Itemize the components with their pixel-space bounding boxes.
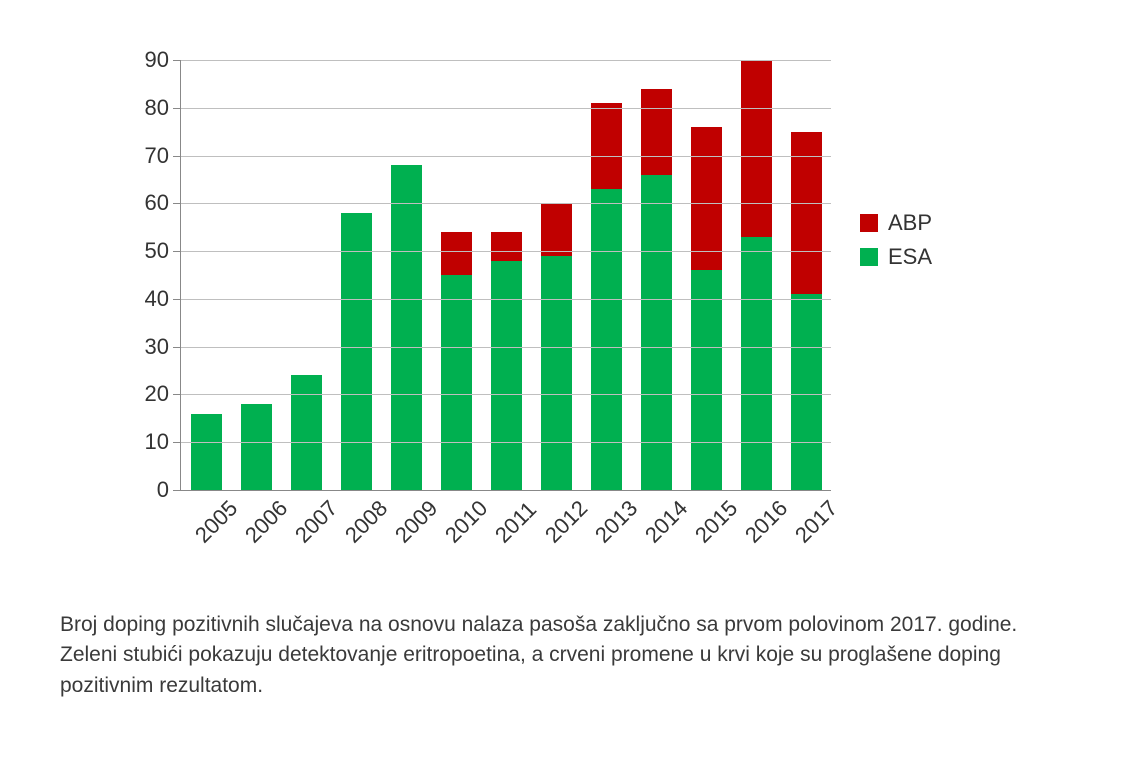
legend-swatch (860, 214, 878, 232)
bar-seg-abp (491, 232, 522, 261)
bar-seg-esa (341, 213, 372, 490)
x-axis-label: 2015 (690, 495, 743, 548)
y-axis-label: 60 (145, 190, 169, 216)
bar-seg-abp (541, 203, 572, 256)
x-axis-label: 2008 (340, 495, 393, 548)
bar-seg-esa (741, 237, 772, 490)
legend-item-esa: ESA (860, 244, 932, 270)
page: 0102030405060708090200520062007200820092… (0, 0, 1144, 768)
y-tick (173, 60, 181, 61)
grid-line (181, 251, 831, 252)
legend-item-abp: ABP (860, 210, 932, 236)
grid-line (181, 442, 831, 443)
y-tick (173, 108, 181, 109)
bar-2006 (241, 60, 272, 490)
x-axis-label: 2017 (790, 495, 843, 548)
plot-area: 0102030405060708090200520062007200820092… (180, 60, 831, 491)
bar-seg-abp (741, 60, 772, 237)
grid-line (181, 347, 831, 348)
grid-line (181, 156, 831, 157)
y-axis-label: 40 (145, 286, 169, 312)
y-axis-label: 30 (145, 334, 169, 360)
y-axis-label: 10 (145, 429, 169, 455)
y-axis-label: 50 (145, 238, 169, 264)
bar-2013 (591, 60, 622, 490)
x-axis-label: 2010 (440, 495, 493, 548)
y-axis-label: 70 (145, 143, 169, 169)
bar-seg-esa (291, 375, 322, 490)
bar-seg-abp (591, 103, 622, 189)
bar-seg-esa (191, 414, 222, 490)
bar-2008 (341, 60, 372, 490)
y-tick (173, 251, 181, 252)
doping-cases-chart: 0102030405060708090200520062007200820092… (100, 40, 1000, 580)
y-tick (173, 394, 181, 395)
bar-2009 (391, 60, 422, 490)
bar-seg-esa (241, 404, 272, 490)
grid-line (181, 203, 831, 204)
y-tick (173, 442, 181, 443)
grid-line (181, 108, 831, 109)
bar-2014 (641, 60, 672, 490)
y-axis-label: 0 (157, 477, 169, 503)
y-tick (173, 490, 181, 491)
legend: ABP ESA (860, 210, 932, 278)
bar-2017 (791, 60, 822, 490)
x-axis-label: 2012 (540, 495, 593, 548)
y-tick (173, 203, 181, 204)
y-tick (173, 156, 181, 157)
y-axis-label: 80 (145, 95, 169, 121)
x-axis-label: 2006 (240, 495, 293, 548)
bar-2010 (441, 60, 472, 490)
x-axis-label: 2016 (740, 495, 793, 548)
bar-2011 (491, 60, 522, 490)
bar-seg-esa (541, 256, 572, 490)
x-axis-label: 2011 (490, 497, 542, 549)
grid-line (181, 394, 831, 395)
bar-2005 (191, 60, 222, 490)
legend-swatch (860, 248, 878, 266)
bar-seg-esa (791, 294, 822, 490)
bars-container (181, 60, 831, 490)
y-axis-label: 90 (145, 47, 169, 73)
bar-seg-esa (691, 270, 722, 490)
bar-seg-abp (691, 127, 722, 270)
grid-line (181, 60, 831, 61)
legend-label: ABP (888, 210, 932, 236)
bar-seg-esa (591, 189, 622, 490)
bar-seg-abp (641, 89, 672, 175)
bar-2016 (741, 60, 772, 490)
y-axis-label: 20 (145, 381, 169, 407)
y-tick (173, 347, 181, 348)
x-axis-label: 2009 (390, 495, 443, 548)
y-tick (173, 299, 181, 300)
x-axis-label: 2005 (190, 495, 243, 548)
x-axis-label: 2007 (290, 495, 343, 548)
x-axis-label: 2013 (590, 495, 643, 548)
grid-line (181, 299, 831, 300)
bar-seg-esa (491, 261, 522, 490)
bar-2015 (691, 60, 722, 490)
x-axis-label: 2014 (640, 495, 693, 548)
bar-seg-esa (441, 275, 472, 490)
bar-seg-abp (441, 232, 472, 275)
chart-caption: Broj doping pozitivnih slučajeva na osno… (60, 610, 1060, 701)
bar-2007 (291, 60, 322, 490)
legend-label: ESA (888, 244, 932, 270)
bar-2012 (541, 60, 572, 490)
